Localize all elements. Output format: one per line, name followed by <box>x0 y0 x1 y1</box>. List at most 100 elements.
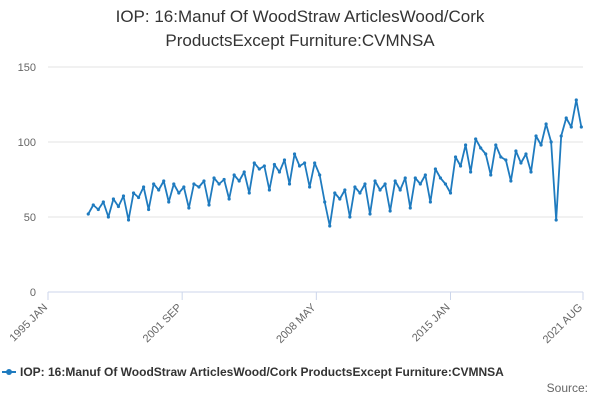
data-point <box>403 176 407 180</box>
data-point <box>187 206 191 210</box>
data-point <box>448 191 453 195</box>
x-tick-label: 2008 MAY <box>274 301 319 346</box>
data-point <box>242 170 246 174</box>
data-point <box>458 164 463 168</box>
legend-label: IOP: 16:Manuf Of WoodStraw ArticlesWood/… <box>20 365 504 379</box>
data-point <box>136 195 141 200</box>
data-point <box>514 149 518 153</box>
data-point <box>564 116 568 120</box>
data-point <box>479 146 483 150</box>
data-point <box>423 173 427 177</box>
data-point <box>408 206 412 210</box>
data-point <box>544 122 548 126</box>
data-point <box>574 98 578 102</box>
data-point <box>272 162 277 167</box>
data-point <box>489 173 493 177</box>
data-point <box>207 203 211 207</box>
data-point <box>554 218 558 222</box>
data-point <box>262 164 266 168</box>
data-point <box>569 125 573 129</box>
chart-title: ProductsExcept Furniture:CVMNSA <box>165 31 435 50</box>
data-point <box>167 200 171 204</box>
data-point <box>433 167 438 171</box>
data-point <box>182 185 186 189</box>
data-point <box>172 182 176 186</box>
y-tick-label: 0 <box>30 287 36 299</box>
data-point <box>116 204 121 209</box>
data-point <box>192 182 196 186</box>
data-point <box>328 224 332 228</box>
data-point <box>252 161 256 165</box>
data-point <box>579 125 583 129</box>
data-point <box>202 179 206 183</box>
data-point <box>237 179 241 183</box>
data-point <box>529 170 533 174</box>
data-point <box>91 203 95 207</box>
data-point <box>318 173 322 177</box>
data-point <box>126 218 131 222</box>
data-point <box>177 191 181 195</box>
chart-title: IOP: 16:Manuf Of WoodStraw ArticlesWood/… <box>116 7 485 26</box>
data-point <box>267 188 271 192</box>
data-point <box>413 176 417 180</box>
data-point <box>247 191 251 195</box>
data-point <box>277 170 282 174</box>
source: Source: <box>547 381 588 395</box>
data-point <box>302 161 307 165</box>
data-point <box>333 191 337 195</box>
data-point <box>524 152 528 156</box>
data-point <box>222 177 226 182</box>
data-point <box>438 176 443 180</box>
data-point <box>308 185 312 189</box>
data-point <box>217 182 221 186</box>
data-point <box>358 191 362 195</box>
data-point <box>469 170 473 174</box>
y-tick-label: 100 <box>18 137 36 149</box>
data-point <box>338 197 342 201</box>
data-point <box>519 161 523 165</box>
data-point <box>147 207 151 212</box>
data-point <box>297 164 302 168</box>
data-point <box>474 137 478 141</box>
data-point <box>499 155 503 159</box>
x-tick-label: 2015 JAN <box>410 302 453 345</box>
data-point <box>428 200 432 204</box>
data-point <box>292 152 297 156</box>
y-tick-label: 150 <box>18 62 36 74</box>
x-tick-label: 2021 AUG <box>541 302 585 346</box>
data-point <box>509 179 513 183</box>
data-point <box>111 197 116 201</box>
x-tick-label: 2001 SEP <box>141 302 185 346</box>
data-point <box>106 215 110 219</box>
data-point <box>388 209 392 213</box>
data-point <box>453 155 458 159</box>
data-point <box>559 134 563 138</box>
data-point <box>141 185 146 189</box>
data-point <box>378 188 382 192</box>
data-point <box>494 143 498 147</box>
data-point <box>212 176 216 180</box>
data-point <box>534 134 538 138</box>
data-point <box>313 161 317 165</box>
data-point <box>373 179 377 183</box>
data-point <box>504 158 508 162</box>
data-point <box>131 191 136 195</box>
data-point <box>121 194 126 198</box>
data-point <box>162 179 166 183</box>
data-point <box>197 185 201 189</box>
data-point <box>443 182 448 186</box>
data-point <box>398 188 402 192</box>
data-point <box>348 215 352 219</box>
data-point <box>368 212 372 216</box>
data-point <box>539 143 543 147</box>
data-point <box>257 167 261 171</box>
data-point <box>227 197 231 201</box>
data-point <box>363 182 367 186</box>
data-point <box>101 200 105 204</box>
data-point <box>353 185 357 189</box>
legend-marker <box>6 369 12 375</box>
data-point <box>86 212 90 216</box>
y-tick-label: 50 <box>24 212 36 224</box>
data-point <box>232 173 236 177</box>
